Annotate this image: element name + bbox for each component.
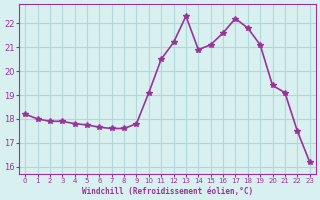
X-axis label: Windchill (Refroidissement éolien,°C): Windchill (Refroidissement éolien,°C): [82, 187, 253, 196]
